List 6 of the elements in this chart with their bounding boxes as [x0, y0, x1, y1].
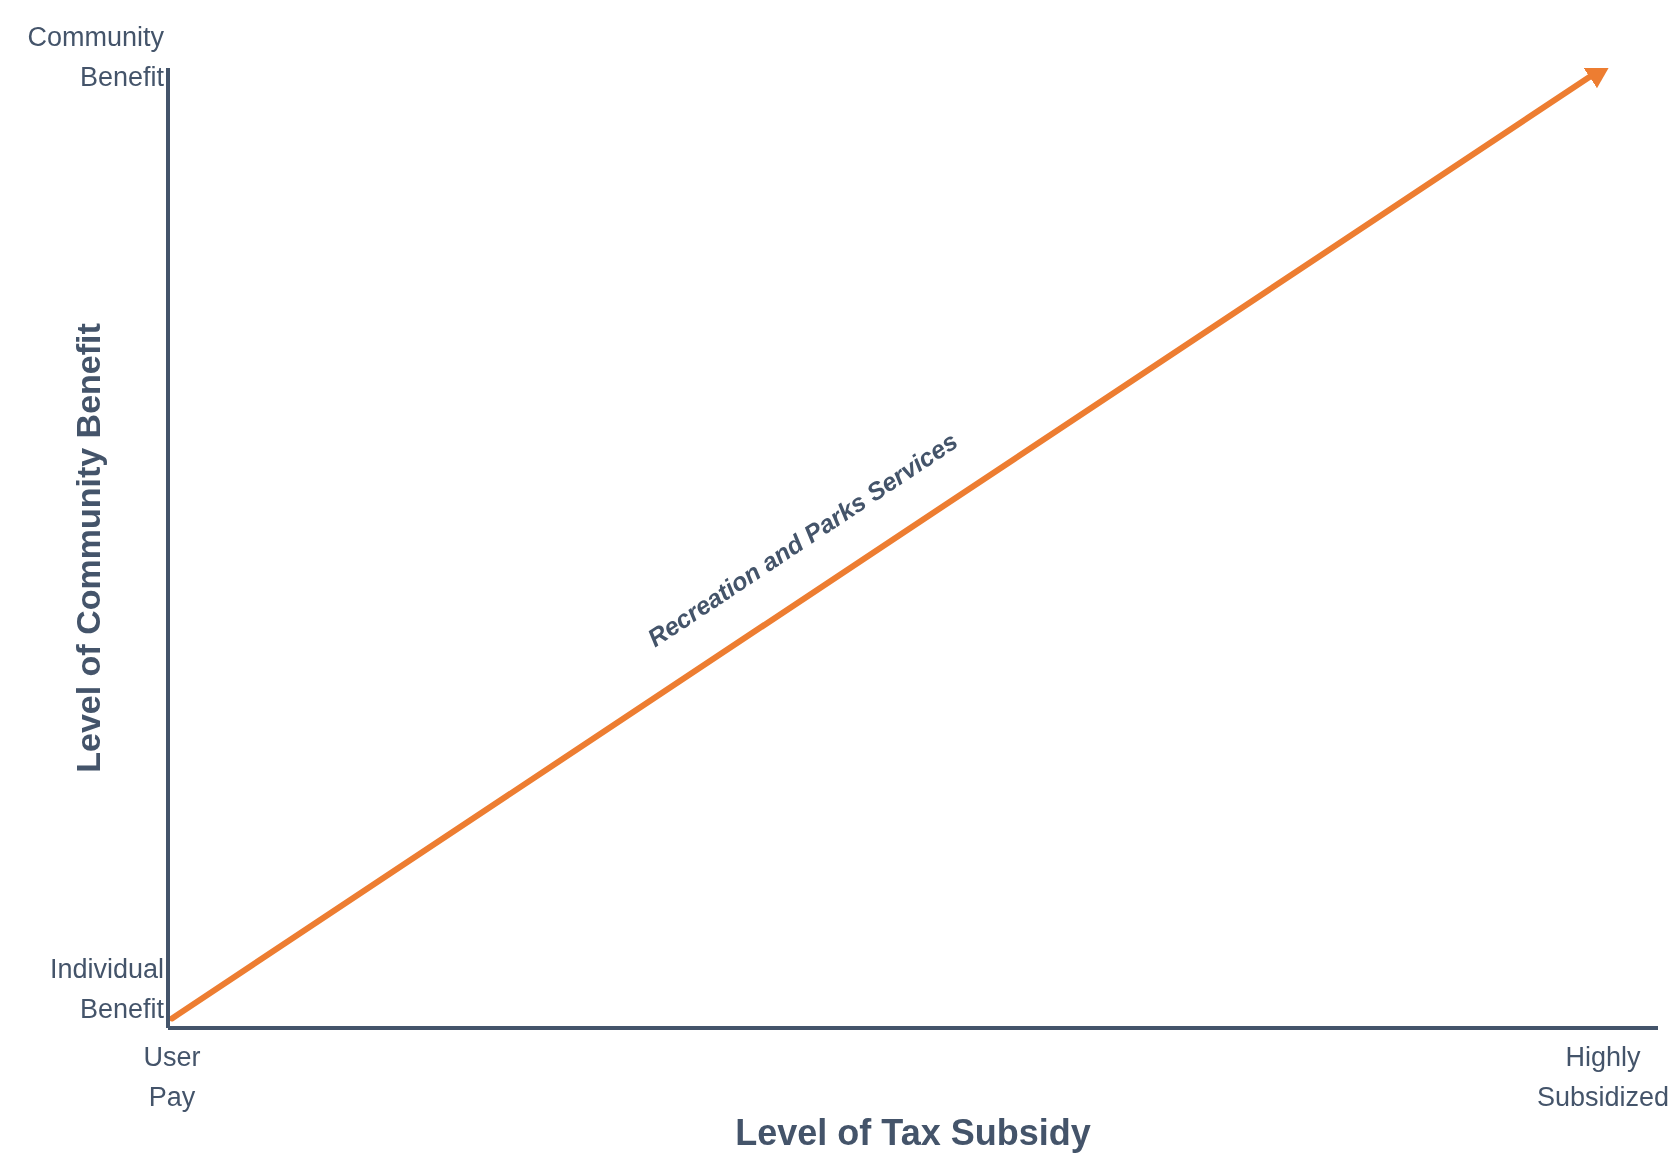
y-axis-title: Level of Community Benefit [69, 323, 108, 773]
x-tick-label: Highly Subsidized [1536, 1042, 1670, 1112]
x-tick-label: User Pay [143, 1042, 201, 1112]
annotation: Individual Benefit [49, 954, 165, 1024]
annotation: Community Benefit [27, 22, 165, 92]
x-axis-title: Level of Tax Subsidy [735, 1112, 1091, 1153]
